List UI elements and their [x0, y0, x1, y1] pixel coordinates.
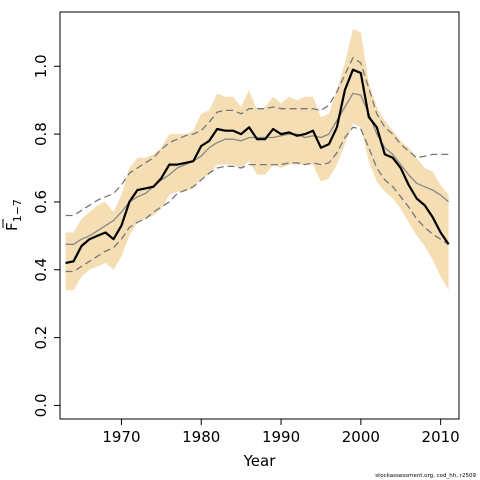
y-axis-label-main: F — [3, 222, 21, 231]
series-lines-layer — [65, 57, 450, 273]
x-axis: 1970 1980 1990 2000 2010 — [102, 419, 460, 446]
x-tick-label: 1970 — [102, 428, 140, 446]
estimate-line — [65, 68, 450, 265]
y-axis: 0.0 0.2 0.4 0.6 0.8 1.0 — [32, 54, 60, 417]
credit-text: stockassessment.org, cod_hh, r2509 — [375, 473, 476, 479]
y-tick-label: 0.2 — [32, 326, 50, 350]
y-tick-label: 0.6 — [32, 190, 50, 214]
y-tick-label: 0.0 — [32, 394, 50, 418]
confidence-band-layer — [65, 29, 449, 291]
svg-text:F1−7: F1−7 — [3, 199, 24, 231]
dashed-upper-line — [65, 57, 449, 217]
x-tick-label: 2010 — [422, 428, 460, 446]
y-tick-label: 0.8 — [32, 122, 50, 146]
x-tick-label: 1980 — [182, 428, 220, 446]
y-tick-label: 1.0 — [32, 54, 50, 78]
plot-frame — [59, 11, 460, 420]
y-tick-label: 0.4 — [32, 258, 50, 282]
y-axis-label-subscript: 1−7 — [11, 199, 24, 222]
confidence-band — [65, 29, 449, 291]
dashed-lower-line — [65, 126, 449, 273]
x-tick-label: 2000 — [342, 428, 380, 446]
y-axis-label: F1−7 — [2, 199, 24, 231]
x-axis-label: Year — [243, 452, 277, 470]
x-tick-label: 1990 — [262, 428, 300, 446]
